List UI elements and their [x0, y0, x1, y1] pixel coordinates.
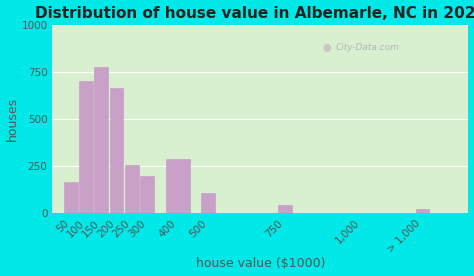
Bar [278, 205, 292, 213]
Y-axis label: houses: houses [6, 97, 18, 141]
Bar [165, 159, 190, 213]
Text: City-Data.com: City-Data.com [335, 43, 399, 52]
Bar [64, 182, 78, 213]
Bar [125, 165, 139, 213]
Bar [416, 209, 429, 213]
X-axis label: house value ($1000): house value ($1000) [196, 258, 325, 270]
Bar [94, 67, 108, 213]
Text: ⬤: ⬤ [323, 43, 331, 52]
Bar [79, 81, 93, 213]
Bar [140, 176, 154, 213]
Title: Distribution of house value in Albemarle, NC in 2021: Distribution of house value in Albemarle… [35, 6, 474, 20]
Bar [201, 193, 215, 213]
Bar [109, 88, 123, 213]
